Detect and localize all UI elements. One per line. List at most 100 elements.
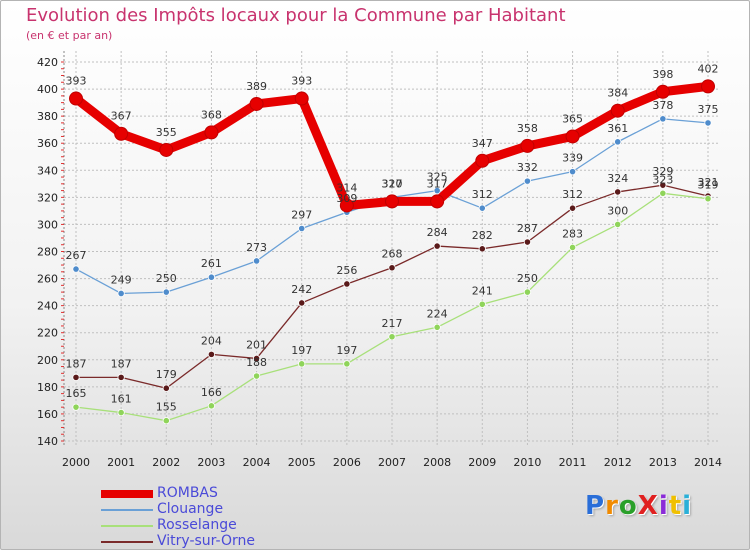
data-label-clouange: 361 (607, 122, 628, 135)
axes: 140 160 180 200 220 240 260 280 300 320 340 360 380 4… (37, 51, 722, 469)
logo-letter: i (658, 491, 669, 521)
y-tick-label: 180 (37, 381, 58, 394)
data-label-rombas: 358 (517, 122, 538, 135)
data-label-clouange: 320 (382, 177, 403, 190)
data-label-rombas: 367 (111, 110, 132, 123)
y-tick-label: 380 (37, 110, 58, 123)
data-point-rombas (294, 91, 309, 106)
y-tick-label: 400 (37, 83, 58, 96)
legend-swatch-clouange (101, 509, 153, 511)
data-label-rosselange: 319 (698, 179, 719, 192)
data-labels: 393 367 355 368 389 393 314 317 317 347 358 365 384 3… (66, 62, 719, 413)
data-point-rombas (204, 125, 219, 140)
data-point-vitry (568, 204, 577, 212)
x-tick-label: 2004 (243, 456, 271, 469)
data-label-vitry: 242 (291, 283, 312, 296)
data-label-rosselange: 241 (472, 284, 493, 297)
data-label-clouange: 267 (66, 249, 87, 262)
data-point-clouange (704, 119, 712, 127)
data-label-rombas: 393 (291, 75, 312, 88)
logo-letter: X (637, 491, 659, 521)
data-label-rosselange: 166 (201, 386, 222, 399)
data-point-rosselange (343, 360, 351, 368)
data-point-vitry (298, 299, 306, 307)
data-label-clouange: 375 (698, 103, 719, 116)
data-point-rosselange (252, 372, 261, 380)
data-label-vitry: 321 (698, 176, 719, 189)
data-point-vitry (614, 188, 622, 196)
data-point-clouange (298, 224, 306, 233)
data-label-rosselange: 155 (156, 401, 177, 414)
data-label-vitry: 204 (201, 334, 222, 347)
data-point-rombas (475, 153, 490, 168)
data-point-rosselange (117, 408, 125, 417)
data-label-rombas: 398 (652, 68, 673, 81)
x-tick-label: 2003 (197, 456, 225, 469)
data-point-clouange (523, 177, 532, 185)
y-tick-label: 320 (37, 191, 58, 204)
data-label-rombas: 314 (336, 181, 357, 194)
data-point-rosselange (162, 417, 170, 425)
logo-letter: i (682, 491, 693, 521)
data-point-rombas (520, 138, 535, 153)
x-tick-label: 2005 (288, 456, 316, 469)
legend-swatch-rombas (101, 490, 153, 498)
y-tick-label: 200 (37, 354, 58, 367)
chart-title: Evolution des Impôts locaux pour la Comm… (26, 5, 566, 26)
logo-letter: r (605, 491, 619, 521)
data-point-vitry (207, 350, 216, 358)
data-point-clouange (72, 265, 80, 273)
data-point-rombas (430, 194, 445, 209)
data-point-rombas (701, 79, 715, 94)
x-tick-label: 2000 (62, 456, 90, 469)
data-label-rosselange: 161 (111, 393, 132, 406)
data-point-rosselange (72, 403, 80, 411)
logo-letter: t (668, 491, 683, 521)
y-tick-label: 140 (37, 435, 58, 448)
data-label-rosselange: 224 (427, 307, 448, 320)
data-point-vitry (343, 280, 351, 288)
data-point-clouange (207, 273, 216, 281)
x-tick-label: 2006 (333, 456, 361, 469)
data-point-clouange (614, 138, 622, 146)
data-label-rombas: 368 (201, 108, 222, 121)
data-label-clouange: 339 (562, 152, 583, 165)
x-tick-label: 2009 (468, 456, 496, 469)
data-label-rombas: 384 (607, 87, 628, 100)
data-point-rombas (159, 142, 174, 157)
data-point-vitry (659, 181, 667, 189)
x-tick-label: 2008 (423, 456, 451, 469)
proxiti-logo: ProXiti (585, 491, 692, 521)
data-label-clouange: 378 (652, 99, 673, 112)
data-point-rosselange (478, 300, 486, 308)
data-point-rosselange (659, 189, 667, 197)
data-label-vitry: 284 (427, 226, 448, 239)
data-label-clouange: 250 (156, 272, 177, 285)
data-point-rosselange (704, 195, 712, 203)
data-label-vitry: 187 (111, 357, 132, 370)
data-point-rosselange (207, 402, 216, 410)
data-label-vitry: 329 (652, 165, 673, 178)
data-label-clouange: 297 (291, 208, 312, 221)
data-point-rombas (385, 194, 399, 209)
data-point-rombas (565, 129, 580, 144)
x-tick-label: 2002 (152, 456, 180, 469)
data-label-rosselange: 197 (291, 344, 312, 357)
data-label-vitry: 187 (66, 357, 87, 370)
x-tick-label: 2007 (378, 456, 406, 469)
data-point-vitry (117, 373, 125, 381)
chart-subtitle: (en € et par an) (26, 29, 113, 42)
x-tick-label: 2001 (107, 456, 135, 469)
legend-swatch-vitry (101, 541, 153, 543)
data-label-vitry: 312 (562, 188, 583, 201)
data-label-vitry: 287 (517, 222, 538, 235)
data-label-vitry: 282 (472, 229, 493, 242)
logo-letter: P (585, 491, 606, 521)
data-point-vitry (388, 264, 396, 272)
data-point-rosselange (433, 323, 441, 331)
data-label-rosselange: 217 (382, 317, 403, 330)
data-label-clouange: 261 (201, 257, 222, 270)
data-point-rombas (655, 84, 670, 99)
data-point-clouange (117, 289, 125, 298)
y-tick-label: 160 (37, 408, 58, 421)
